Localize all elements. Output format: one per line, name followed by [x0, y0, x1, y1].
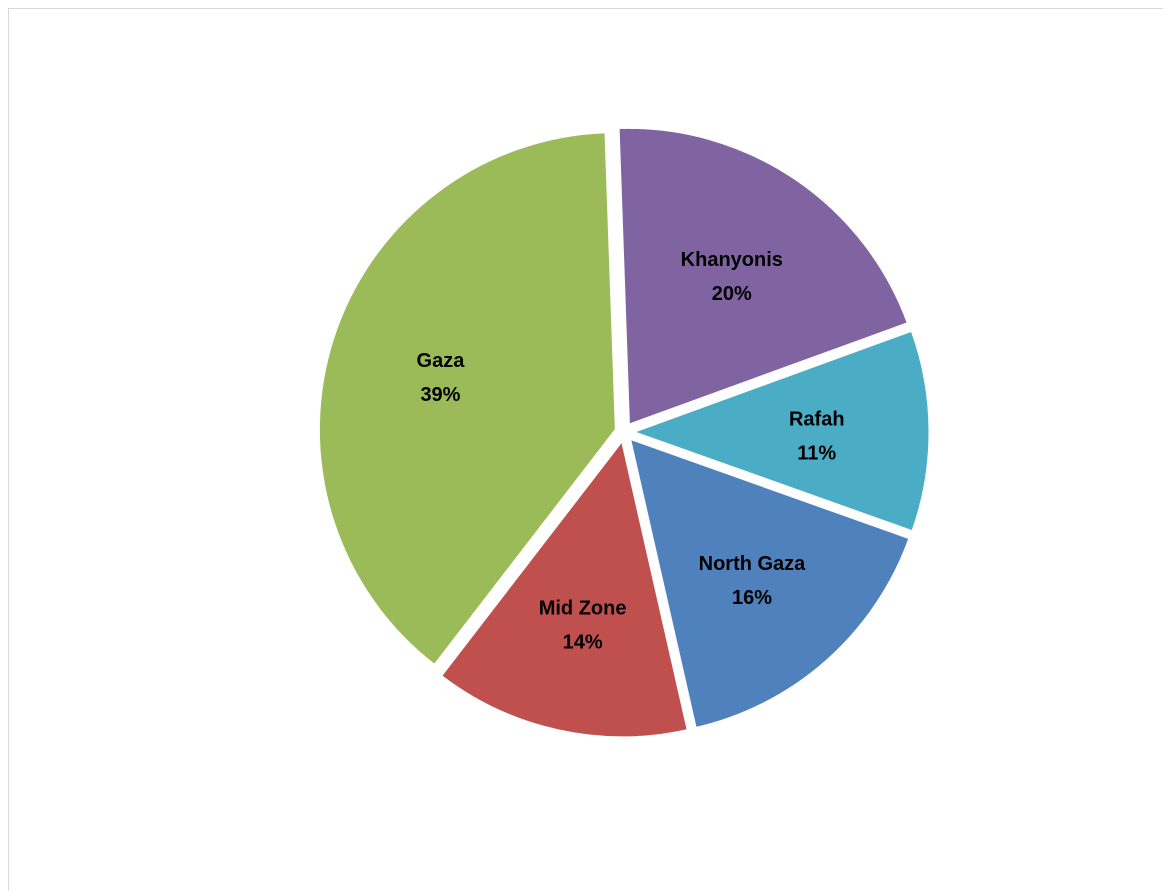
slice-gaza [316, 130, 618, 668]
data-label-khanyonis: Khanyonis 20% [681, 249, 783, 305]
slice-rafah [627, 328, 932, 534]
data-label-mid-zone: Mid Zone 14% [539, 597, 627, 653]
data-label-north-gaza: North Gaza 16% [699, 553, 807, 609]
label-percent-mid-zone: 14% [563, 631, 603, 653]
data-label-rafah: Rafah 11% [789, 408, 845, 464]
data-label-gaza: Gaza 39% [417, 350, 466, 406]
slice-khanyonis [616, 125, 911, 428]
label-percent-gaza: 39% [420, 384, 460, 406]
label-category-north-gaza: North Gaza [699, 553, 807, 575]
label-category-mid-zone: Mid Zone [539, 597, 627, 619]
pie-labels: Khanyonis 20% Rafah 11% North Gaza 16% Mid Zon… [417, 249, 845, 653]
label-percent-north-gaza: 16% [732, 587, 772, 609]
pie-slices [316, 125, 932, 740]
slice-north-gaza [627, 435, 912, 731]
slice-mid-zone [438, 436, 691, 740]
label-category-rafah: Rafah [789, 408, 845, 430]
label-category-khanyonis: Khanyonis [681, 249, 783, 271]
label-percent-rafah: 11% [797, 442, 836, 464]
label-percent-khanyonis: 20% [712, 283, 752, 305]
label-category-gaza: Gaza [417, 350, 466, 372]
